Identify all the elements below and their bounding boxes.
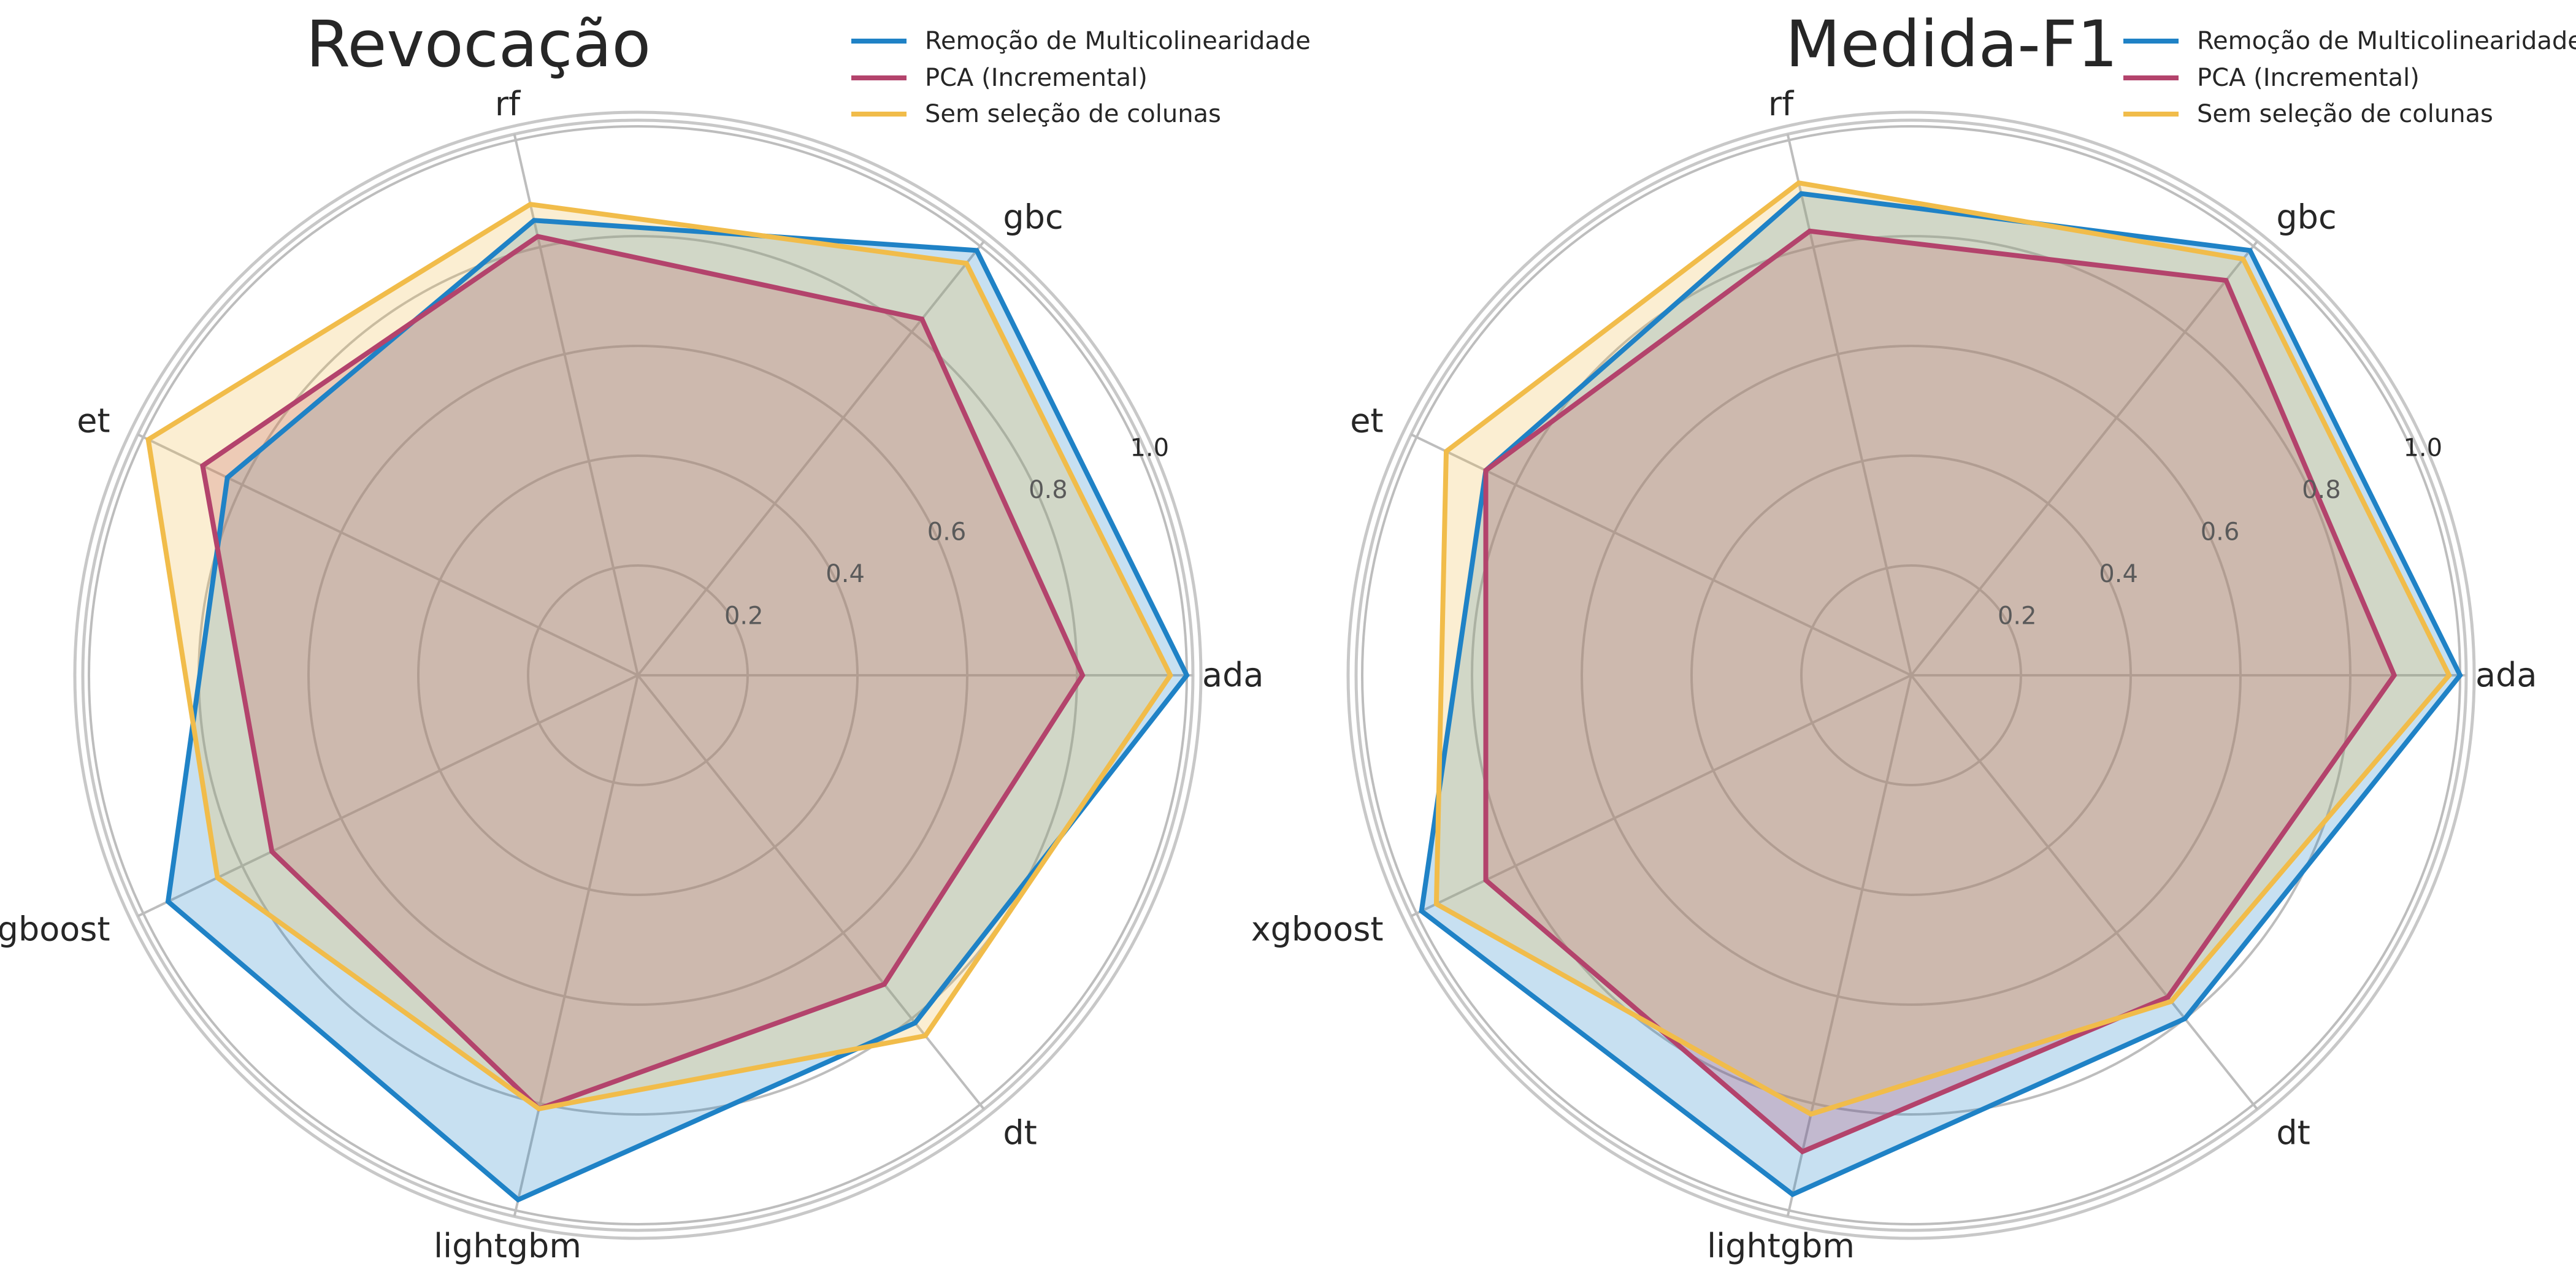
category-label-lightgbm: lightgbm <box>1707 1227 1855 1265</box>
legend-label-no-selection: Sem seleção de colunas <box>2197 100 2493 128</box>
radial-tick-label: 0.2 <box>724 602 764 630</box>
radial-tick-label: 0.8 <box>1029 476 1068 504</box>
chart-title: Revocação <box>306 7 651 82</box>
series-line-sem-sele-o-de-colunas <box>145 201 1173 1112</box>
radial-tick-label: 0.2 <box>1998 602 2037 630</box>
category-label-xgboost: xgboost <box>1251 910 1384 948</box>
radar-series-layer <box>1419 180 2463 1198</box>
radar-spoke <box>1910 674 2258 1110</box>
category-label-rf: rf <box>495 85 521 123</box>
series-area-remo-o-de-multicolinearidade <box>168 220 1187 1200</box>
series-area-pca-incremental <box>1485 231 2394 1152</box>
legend-label-pca: PCA (Incremental) <box>2197 64 2420 92</box>
category-label-rf: rf <box>1768 85 1795 123</box>
category-label-ada: ada <box>2475 656 2537 694</box>
radial-tick-label: 0.4 <box>2099 560 2138 588</box>
radial-tick-label: 1.0 <box>2403 434 2442 462</box>
series-line-pca-incremental <box>200 234 1086 1112</box>
category-label-gbc: gbc <box>2276 197 2336 236</box>
radar-series-layer <box>145 201 1190 1203</box>
legend-label-pca: PCA (Incremental) <box>925 64 1148 92</box>
legend-label-multicolinearity: Remoção de Multicolinearidade <box>925 27 1311 55</box>
radar-spoke <box>1910 240 2258 677</box>
category-label-xgboost: xgboost <box>0 910 110 948</box>
legend-label-no-selection: Sem seleção de colunas <box>925 100 1221 128</box>
category-label-dt: dt <box>2276 1114 2310 1152</box>
radar-spoke <box>513 134 639 676</box>
series-area-sem-sele-o-de-colunas <box>1436 183 2450 1114</box>
category-label-et: et <box>77 402 110 440</box>
series-line-remo-o-de-multicolinearidade <box>1419 191 2463 1198</box>
radar-spoke <box>1410 433 1912 677</box>
radar-spoke <box>637 240 985 677</box>
category-label-dt: dt <box>1003 1114 1037 1152</box>
category-label-ada: ada <box>1202 656 1263 694</box>
category-label-gbc: gbc <box>1003 197 1063 236</box>
category-label-lightgbm: lightgbm <box>434 1227 581 1265</box>
series-area-sem-sele-o-de-colunas <box>148 204 1171 1109</box>
radar-spoke <box>1786 134 1912 676</box>
radar-labels-layer: 0.2 0.4 0.6 0.8 1.0 ada gbc rf et xgboost lightgbm… <box>1251 85 2537 1265</box>
series-area-remo-o-de-multicolinearidade <box>1421 193 2460 1195</box>
radar-chart-f1: 0.2 0.4 0.6 0.8 1.0 ada gbc rf et xgboost lightgbm… <box>1251 7 2576 1265</box>
radar-outer-ring <box>73 110 1203 1240</box>
legend-label-multicolinearity: Remoção de Multicolinearidade <box>2197 27 2576 55</box>
legend: Remoção de Multicolinearidade PCA (Incre… <box>851 27 1311 128</box>
radar-spoke <box>1786 675 1912 1217</box>
radar-spoke <box>137 433 638 677</box>
radar-spoke <box>137 674 638 918</box>
category-label-et: et <box>1350 402 1383 440</box>
legend: Remoção de Multicolinearidade PCA (Incre… <box>2123 27 2576 128</box>
series-line-sem-sele-o-de-colunas <box>1433 180 2452 1117</box>
chart-title: Medida-F1 <box>1785 7 2118 82</box>
series-area-pca-incremental <box>202 236 1083 1109</box>
radar-spoke <box>1410 674 1912 918</box>
radial-tick-label: 1.0 <box>1130 434 1169 462</box>
radar-labels-layer: 0.2 0.4 0.6 0.8 1.0 ada gbc rf et xgboost lightgbm… <box>0 85 1263 1265</box>
radial-tick-label: 0.4 <box>826 560 865 588</box>
radial-tick-label: 0.6 <box>927 518 967 546</box>
radar-chart-recall: 0.2 0.4 0.6 0.8 1.0 ada gbc rf et xgboost lightgbm… <box>0 7 1311 1265</box>
radar-grid <box>1346 110 2476 1240</box>
radial-tick-label: 0.6 <box>2201 518 2240 546</box>
radial-tick-label: 0.8 <box>2302 476 2341 504</box>
radar-outer-ring <box>1346 110 2476 1240</box>
radar-grid <box>73 110 1203 1240</box>
radar-spoke <box>513 675 639 1217</box>
